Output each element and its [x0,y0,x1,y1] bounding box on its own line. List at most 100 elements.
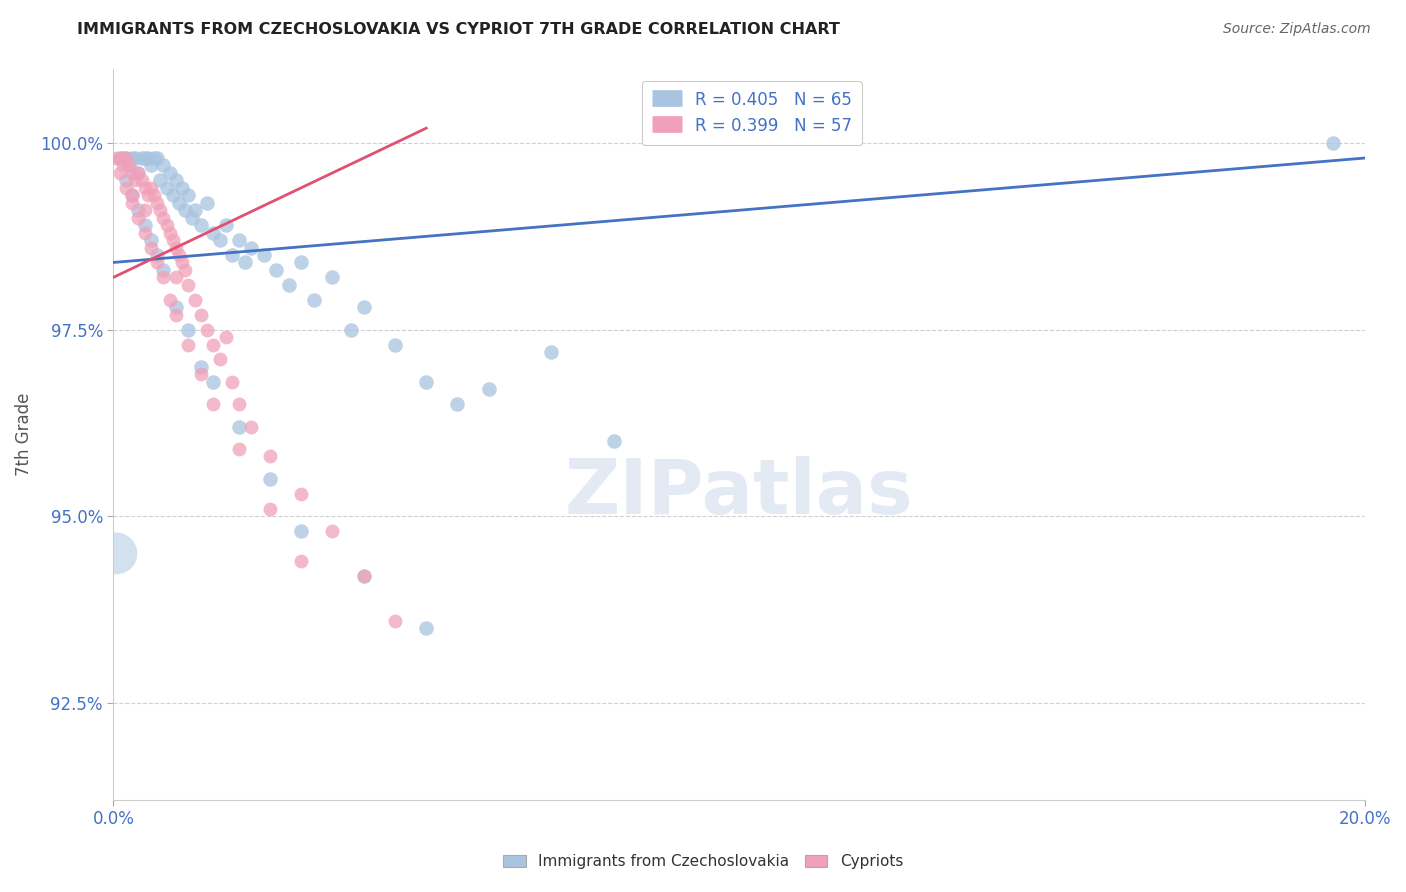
Point [228,442,250,456]
Point [221,248,243,262]
Point [134,151,156,165]
Point [146,195,169,210]
Point [152,270,174,285]
Point [353,568,375,582]
Point [202,375,225,389]
Point [290,486,312,500]
Point [240,419,263,434]
Point [118,159,141,173]
Point [177,337,200,351]
Point [177,322,200,336]
Point [139,181,162,195]
Point [183,293,205,307]
Point [190,218,212,232]
Legend: R = 0.405   N = 65, R = 0.399   N = 57: R = 0.405 N = 65, R = 0.399 N = 57 [641,80,862,145]
Point [136,151,159,165]
Point [1322,136,1344,150]
Point [121,195,143,210]
Point [108,151,131,165]
Point [190,368,212,382]
Point [259,501,281,516]
Point [159,226,181,240]
Point [277,277,299,292]
Point [118,159,141,173]
Point [162,188,184,202]
Point [215,218,238,232]
Point [127,203,149,218]
Point [108,151,131,165]
Point [415,375,437,389]
Point [105,151,128,165]
Point [180,211,202,225]
Point [146,151,169,165]
Point [174,203,197,218]
Point [127,166,149,180]
Text: ZIPatlas: ZIPatlas [565,456,914,530]
Point [115,151,138,165]
Point [146,248,169,262]
Point [165,308,187,322]
Point [540,345,562,359]
Point [174,263,197,277]
Point [415,621,437,635]
Point [172,181,194,195]
Point [208,352,231,367]
Point [195,322,218,336]
Point [172,255,194,269]
Point [478,382,501,396]
Point [149,203,172,218]
Point [105,546,128,560]
Point [159,166,181,180]
Point [124,173,146,187]
Point [240,241,263,255]
Point [152,211,174,225]
Point [124,151,146,165]
Point [139,233,162,247]
Point [302,293,325,307]
Point [136,188,159,202]
Point [127,211,149,225]
Point [228,233,250,247]
Point [115,151,138,165]
Point [290,554,312,568]
Point [165,173,187,187]
Point [264,263,287,277]
Point [143,151,166,165]
Point [134,203,156,218]
Point [177,188,200,202]
Point [252,248,274,262]
Point [165,300,187,314]
Point [446,397,468,411]
Point [190,359,212,374]
Text: IMMIGRANTS FROM CZECHOSLOVAKIA VS CYPRIOT 7TH GRADE CORRELATION CHART: IMMIGRANTS FROM CZECHOSLOVAKIA VS CYPRIO… [77,22,841,37]
Point [155,181,177,195]
Point [321,270,343,285]
Point [162,233,184,247]
Point [195,195,218,210]
Point [146,255,169,269]
Point [353,568,375,582]
Point [108,166,131,180]
Point [353,300,375,314]
Point [134,226,156,240]
Point [121,188,143,202]
Point [152,159,174,173]
Point [115,181,138,195]
Point [167,195,190,210]
Point [167,248,190,262]
Point [134,218,156,232]
Point [384,337,406,351]
Point [111,159,134,173]
Point [340,322,363,336]
Point [143,188,166,202]
Point [155,218,177,232]
Point [134,181,156,195]
Point [208,233,231,247]
Point [139,241,162,255]
Point [121,188,143,202]
Point [131,151,153,165]
Point [603,434,626,449]
Point [384,614,406,628]
Text: Source: ZipAtlas.com: Source: ZipAtlas.com [1223,22,1371,37]
Point [183,203,205,218]
